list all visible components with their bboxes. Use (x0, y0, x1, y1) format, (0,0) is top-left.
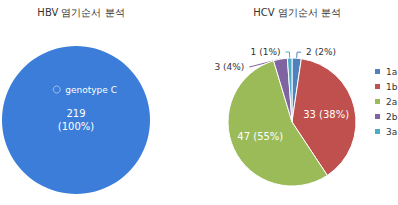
svg-text:1 (1%): 1 (1%) (251, 47, 281, 57)
svg-text:1a: 1a (386, 67, 397, 77)
svg-text:genotype C: genotype C (65, 85, 117, 95)
svg-text:219: 219 (66, 108, 85, 119)
svg-text:3 (4%): 3 (4%) (214, 62, 244, 72)
svg-text:HCV 염기순서 분석: HCV 염기순서 분석 (253, 7, 341, 18)
svg-text:47 (55%): 47 (55%) (237, 131, 283, 142)
svg-text:HBV 염기순서 분석: HBV 염기순서 분석 (37, 7, 124, 18)
svg-text:1b: 1b (386, 82, 398, 92)
svg-text:33 (38%): 33 (38%) (303, 109, 349, 120)
svg-text:3a: 3a (386, 127, 397, 137)
svg-text:2 (2%): 2 (2%) (306, 47, 336, 57)
svg-text:(100%): (100%) (58, 121, 94, 132)
svg-text:2a: 2a (386, 97, 397, 107)
svg-text:2b: 2b (386, 112, 398, 122)
